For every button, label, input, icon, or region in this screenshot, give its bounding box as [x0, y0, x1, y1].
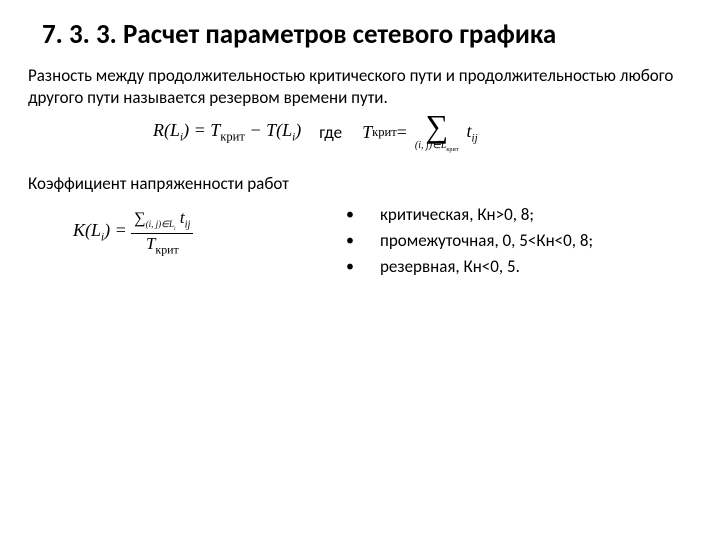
bullet-icon: •	[346, 204, 380, 226]
list-item: • резервная, Кн<0, 5.	[346, 256, 593, 279]
bullet-list: • критическая, Кн>0, 8; • промежуточная,…	[288, 202, 593, 282]
lower-row: K(Li) = ∑(i, j)∈Li tij Tкрит • критическ…	[28, 202, 692, 282]
intro-paragraph: Разность между продолжительностью критич…	[28, 65, 692, 109]
bullet-icon: •	[346, 230, 380, 252]
list-item: • критическая, Кн>0, 8;	[346, 204, 593, 227]
formula-r: R(Li) = Tкрит − T(Li)	[153, 120, 301, 145]
bullet-icon: •	[346, 256, 380, 278]
sigma-icon: ∑	[425, 113, 448, 140]
formula-line: R(Li) = Tкрит − T(Li) где Tкрит = ∑ (i, …	[28, 113, 692, 153]
sigma-icon: ∑	[134, 210, 145, 227]
formula-k: K(Li) = ∑(i, j)∈Li tij Tкрит	[28, 202, 288, 257]
formula-tkrit: Tкрит = ∑ (i, j)∈Lкрит tij	[362, 113, 478, 153]
page-title: 7. 3. 3. Расчет параметров сетевого граф…	[28, 18, 692, 51]
subheading: Коэффициент напряженности работ	[28, 173, 692, 194]
sigma-block: ∑ (i, j)∈Lкрит	[415, 113, 459, 153]
gde-label: где	[319, 122, 342, 143]
list-item: • промежуточная, 0, 5<Кн<0, 8;	[346, 230, 593, 253]
